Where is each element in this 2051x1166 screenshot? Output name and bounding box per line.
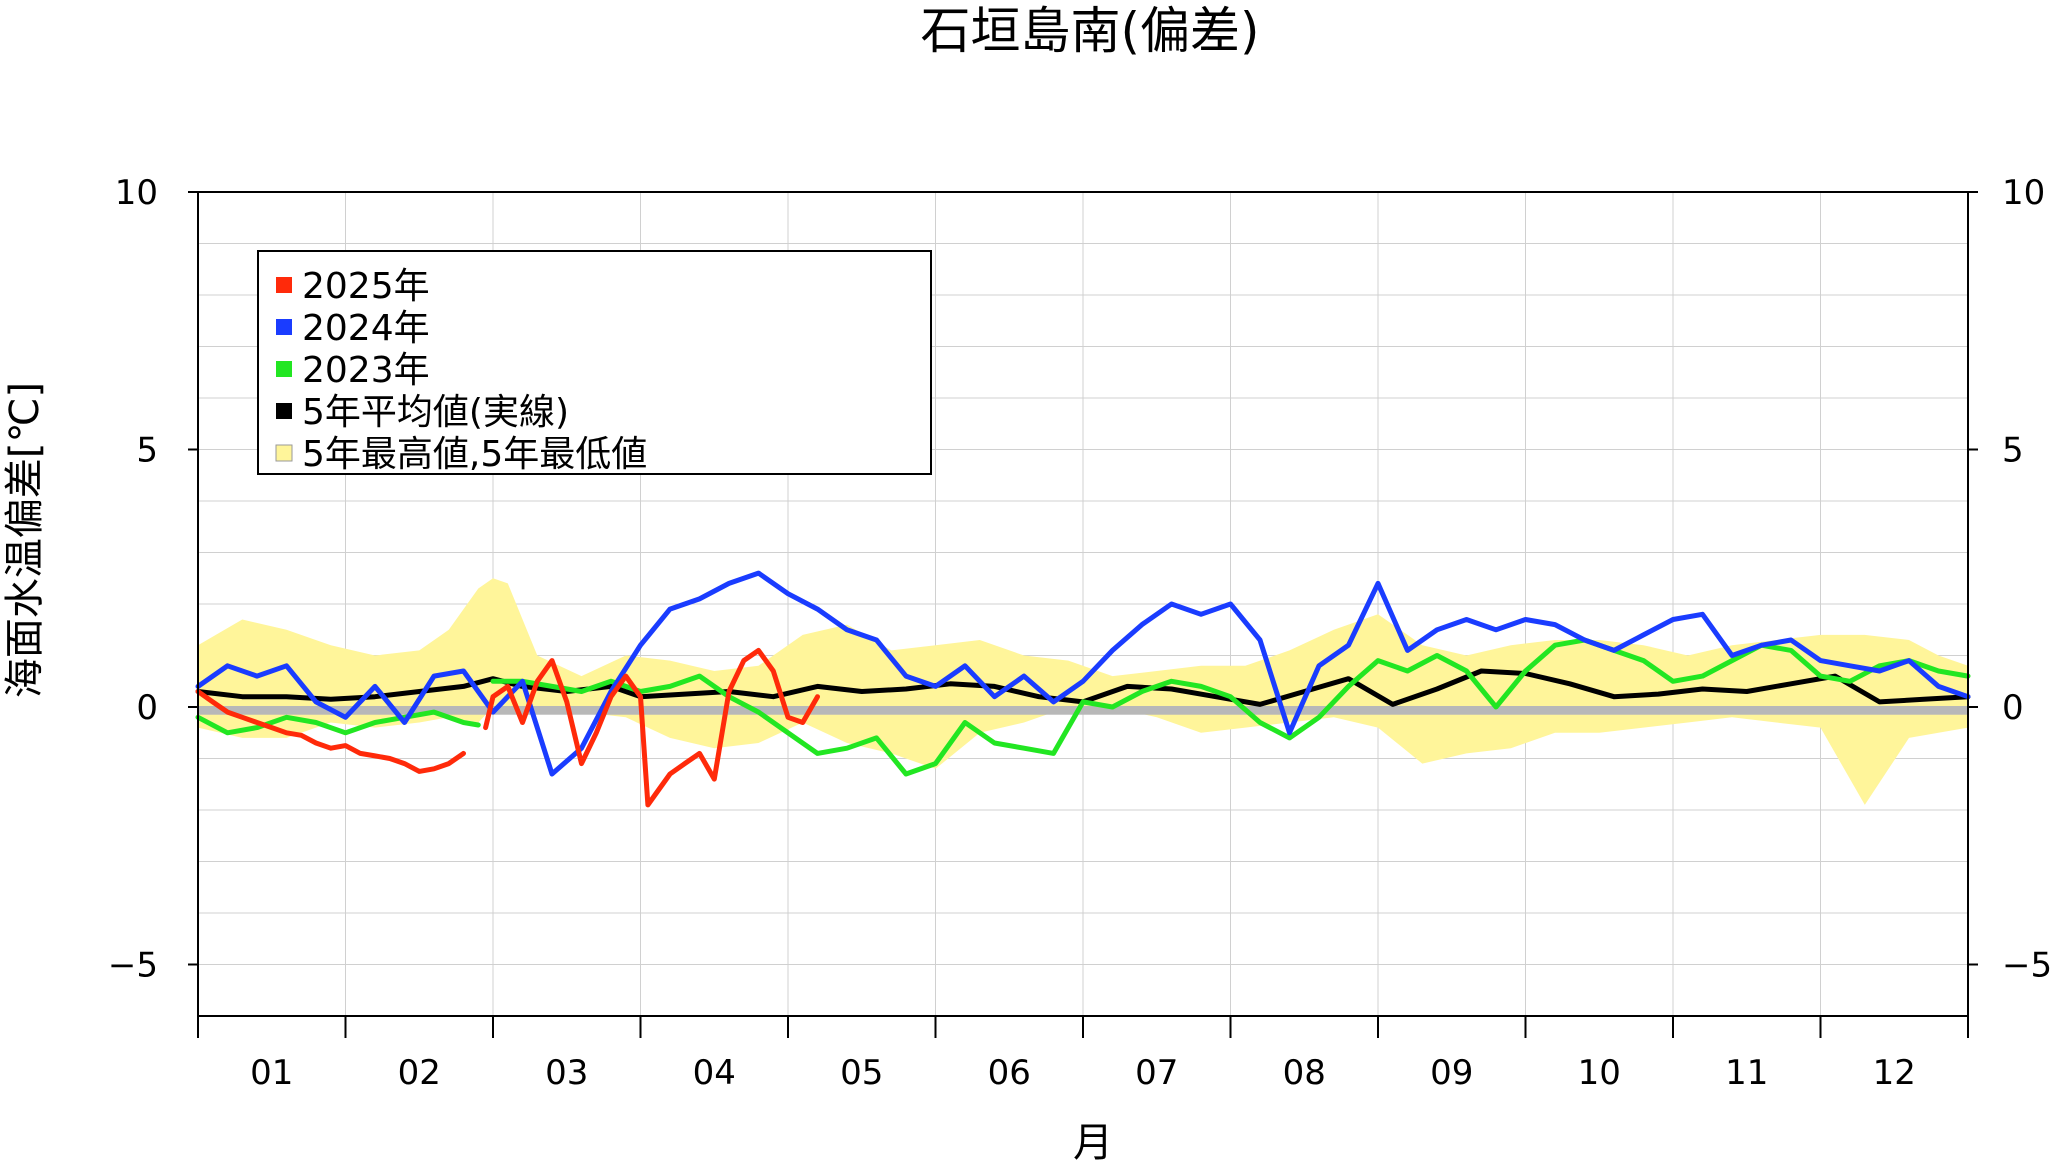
y-axis-label: 海面水温偏差[℃]	[2, 382, 48, 698]
legend-swatch	[276, 319, 292, 335]
x-tick-label: 07	[1135, 1053, 1178, 1093]
x-ticks: 01 02 03 04 05 06 07 08 09 10 11 12	[197, 1016, 1969, 1093]
legend-label: 5年平均値(実線)	[302, 392, 569, 433]
legend-swatch	[276, 277, 292, 293]
legend-label: 2024年	[302, 308, 430, 349]
series-line-2	[195, 709, 481, 736]
x-tick-label: 11	[1725, 1053, 1768, 1093]
legend-box	[257, 250, 932, 475]
x-tick-label: 09	[1430, 1053, 1473, 1093]
x-tick-label: 10	[1578, 1053, 1621, 1093]
x-tick-label: 12	[1873, 1053, 1916, 1093]
max-min-band	[198, 578, 1968, 805]
x-tick-label: 05	[840, 1053, 883, 1093]
x-tick-label: 08	[1283, 1053, 1326, 1093]
band-area	[198, 578, 1968, 805]
series-line-1	[195, 570, 1971, 777]
zero-reference-band	[198, 706, 1968, 715]
series-lines	[195, 570, 1971, 808]
chart-title: 石垣島南(偏差)	[920, 2, 1259, 60]
legend-swatch	[276, 361, 292, 377]
y-tick-label-left: 0	[136, 688, 158, 728]
x-tick-label: 02	[398, 1053, 441, 1093]
y-tick-label-right: −5	[2002, 946, 2051, 986]
y-tick-label-left: 5	[136, 431, 158, 471]
legend-swatch	[276, 403, 292, 419]
x-tick-label: 06	[988, 1053, 1031, 1093]
y-ticks-right: 10 5 0 −5	[1968, 173, 2051, 986]
legend-swatch	[275, 444, 293, 462]
legend-label: 5年最高値,5年最低値	[302, 434, 647, 475]
series-line-0	[195, 647, 820, 808]
x-tick-label: 04	[693, 1053, 736, 1093]
x-axis-label: 月	[1073, 1120, 1113, 1166]
x-tick-label: 01	[250, 1053, 293, 1093]
y-tick-label-right: 5	[2002, 431, 2024, 471]
y-tick-label-left: −5	[108, 946, 158, 986]
y-tick-label-right: 10	[2002, 173, 2045, 213]
y-ticks-left: 10 5 0 −5	[108, 173, 198, 986]
y-tick-label-right: 0	[2002, 688, 2024, 728]
y-tick-label-left: 10	[115, 173, 158, 213]
series-line-3	[490, 637, 1971, 777]
legend-label: 2023年	[302, 350, 430, 391]
legend-label: 2025年	[302, 266, 430, 307]
zero-line	[198, 706, 1968, 715]
x-tick-label: 03	[545, 1053, 588, 1093]
